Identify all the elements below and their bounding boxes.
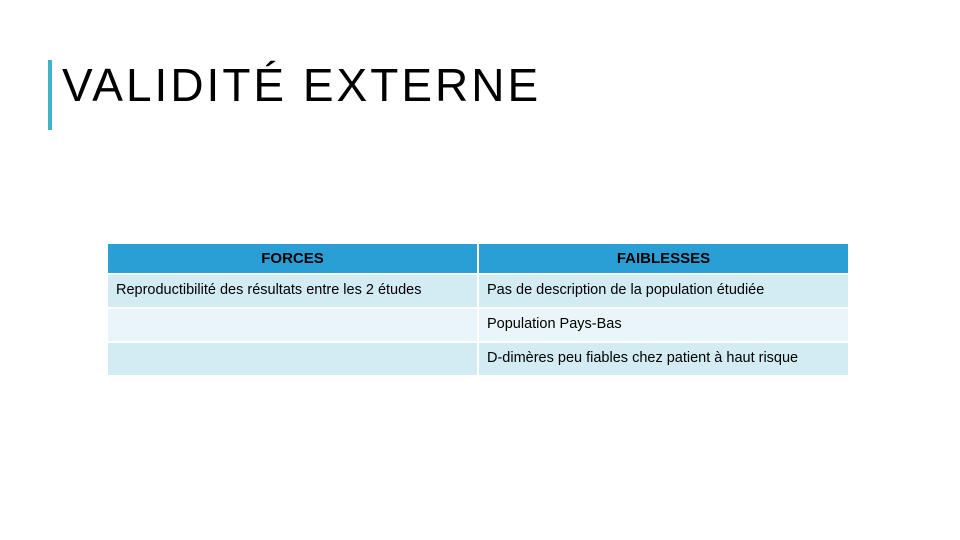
col-header-faiblesses: FAIBLESSES [478,244,848,274]
slide-title: VALIDITÉ EXTERNE [62,58,541,112]
cell-faiblesses: Population Pays-Bas [478,308,848,342]
title-accent-bar [48,60,52,130]
forces-faiblesses-table: FORCES FAIBLESSES Reproductibilité des r… [108,244,848,375]
cell-forces: Reproductibilité des résultats entre les… [108,274,478,308]
table-row: Population Pays-Bas [108,308,848,342]
table-row: Reproductibilité des résultats entre les… [108,274,848,308]
table-header-row: FORCES FAIBLESSES [108,244,848,274]
slide: VALIDITÉ EXTERNE FORCES FAIBLESSES Repro… [0,0,960,540]
table: FORCES FAIBLESSES Reproductibilité des r… [108,244,848,375]
cell-faiblesses: D-dimères peu fiables chez patient à hau… [478,342,848,375]
col-header-forces: FORCES [108,244,478,274]
cell-forces [108,342,478,375]
cell-forces [108,308,478,342]
table-row: D-dimères peu fiables chez patient à hau… [108,342,848,375]
cell-faiblesses: Pas de description de la population étud… [478,274,848,308]
